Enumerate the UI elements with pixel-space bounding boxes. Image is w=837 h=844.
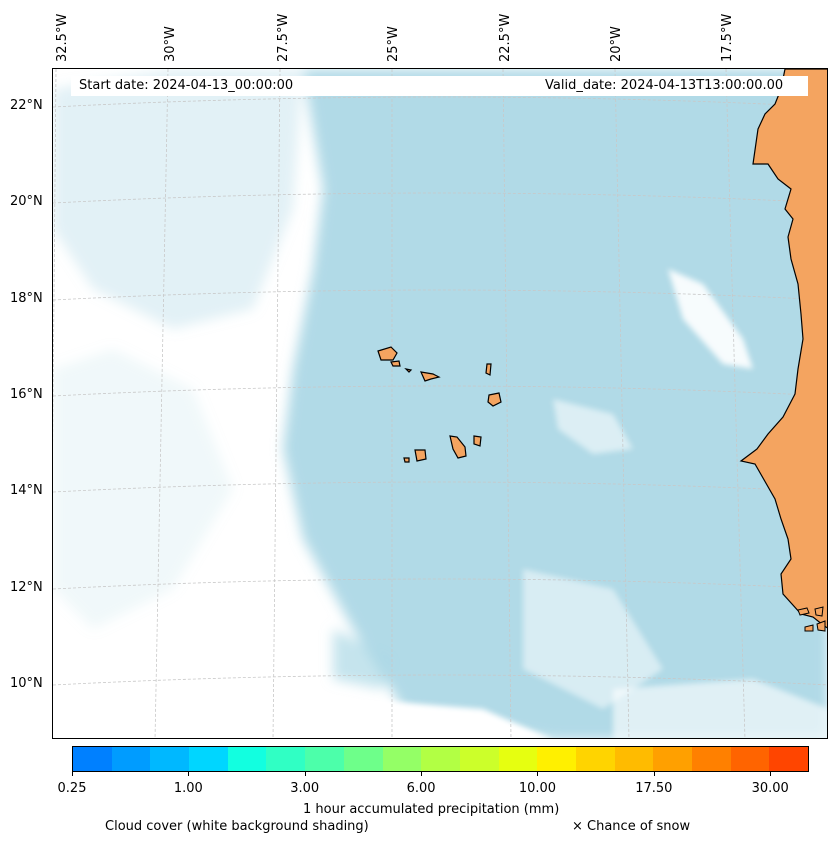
lat-label-10n: 10°N — [10, 676, 43, 691]
lon-label-30w: 30°W — [163, 26, 178, 62]
colorbar-segment — [305, 747, 344, 771]
colorbar-tick-label: 10.00 — [518, 781, 557, 796]
colorbar-tick-label: 1.00 — [173, 781, 203, 796]
colorbar-tick-label: 0.25 — [57, 781, 87, 796]
snow-legend: × Chance of snow — [572, 819, 691, 834]
lon-label-25w: 25°W — [386, 26, 401, 62]
lon-label-20w: 20°W — [609, 26, 624, 62]
island-boa-vista — [487, 392, 502, 407]
colorbar-tick-label: 6.00 — [406, 781, 436, 796]
island-sao-vicente — [390, 360, 401, 367]
colorbar-tickmark — [188, 772, 190, 776]
lat-label-22n: 22°N — [10, 98, 43, 113]
island-brava — [403, 457, 410, 463]
colorbar-segment — [769, 747, 809, 771]
lon-label-32-5w: 32.5°W — [55, 13, 70, 62]
colorbar-segment — [189, 747, 228, 771]
island-sao-nicolau — [419, 371, 441, 382]
colorbar-segment — [692, 747, 731, 771]
colorbar-segment — [575, 747, 615, 771]
bijagos-islands — [797, 606, 826, 632]
colorbar-segment — [653, 747, 692, 771]
colorbar-segment — [73, 747, 112, 771]
colorbar-tickmark — [72, 772, 73, 776]
island-santa-luzia — [404, 368, 413, 373]
header-bar — [71, 76, 808, 96]
colorbar-segment — [421, 747, 460, 771]
start-date-label: Start date: 2024-04-13_00:00:00 — [79, 78, 294, 93]
colorbar-segment — [150, 747, 190, 771]
lon-label-17-5w: 17.5°W — [720, 13, 735, 62]
colorbar-segment — [537, 747, 576, 771]
colorbar-segment — [498, 747, 538, 771]
colorbar-segment — [614, 747, 654, 771]
cloud-cover-layer — [53, 69, 827, 738]
island-sal — [485, 363, 492, 376]
lat-label-14n: 14°N — [10, 483, 43, 498]
colorbar-tickmark — [421, 772, 423, 776]
colorbar-tickmark — [304, 772, 306, 776]
africa-landmass — [739, 69, 827, 629]
lon-label-22-5w: 22.5°W — [498, 13, 513, 62]
island-fogo — [414, 449, 427, 462]
lat-label-12n: 12°N — [10, 580, 43, 595]
colorbar-title: 1 hour accumulated precipitation (mm) — [303, 802, 560, 817]
island-maio — [473, 435, 482, 447]
colorbar-segment — [111, 747, 151, 771]
colorbar-segment — [227, 747, 267, 771]
colorbar-segment — [730, 747, 770, 771]
lat-label-16n: 16°N — [10, 387, 43, 402]
precipitation-colorbar — [72, 746, 809, 772]
lat-label-18n: 18°N — [10, 291, 43, 306]
cloud-cover-legend: Cloud cover (white background shading) — [105, 819, 369, 834]
colorbar-tick-label: 17.50 — [635, 781, 673, 796]
map-frame[interactable] — [52, 68, 828, 739]
valid-date-label: Valid_date: 2024-04-13T13:00:00.00 — [545, 78, 784, 93]
lat-label-20n: 20°N — [10, 194, 43, 209]
colorbar-segment — [459, 747, 499, 771]
island-santo-antao — [377, 346, 398, 361]
colorbar-segment — [382, 747, 422, 771]
colorbar-segment — [343, 747, 383, 771]
colorbar-tickmark — [770, 772, 772, 776]
gridlines — [53, 69, 827, 738]
map-canvas[interactable] — [53, 69, 828, 739]
cape-verde-islands — [377, 346, 502, 463]
island-santiago — [449, 435, 467, 459]
lon-label-27-5w: 27.5°W — [276, 13, 291, 62]
colorbar-tick-label: 3.00 — [290, 781, 320, 796]
colorbar-tickmark — [537, 772, 539, 776]
colorbar-segment — [266, 747, 306, 771]
colorbar-tickmark — [653, 772, 655, 776]
colorbar-tick-label: 30.00 — [751, 781, 789, 796]
